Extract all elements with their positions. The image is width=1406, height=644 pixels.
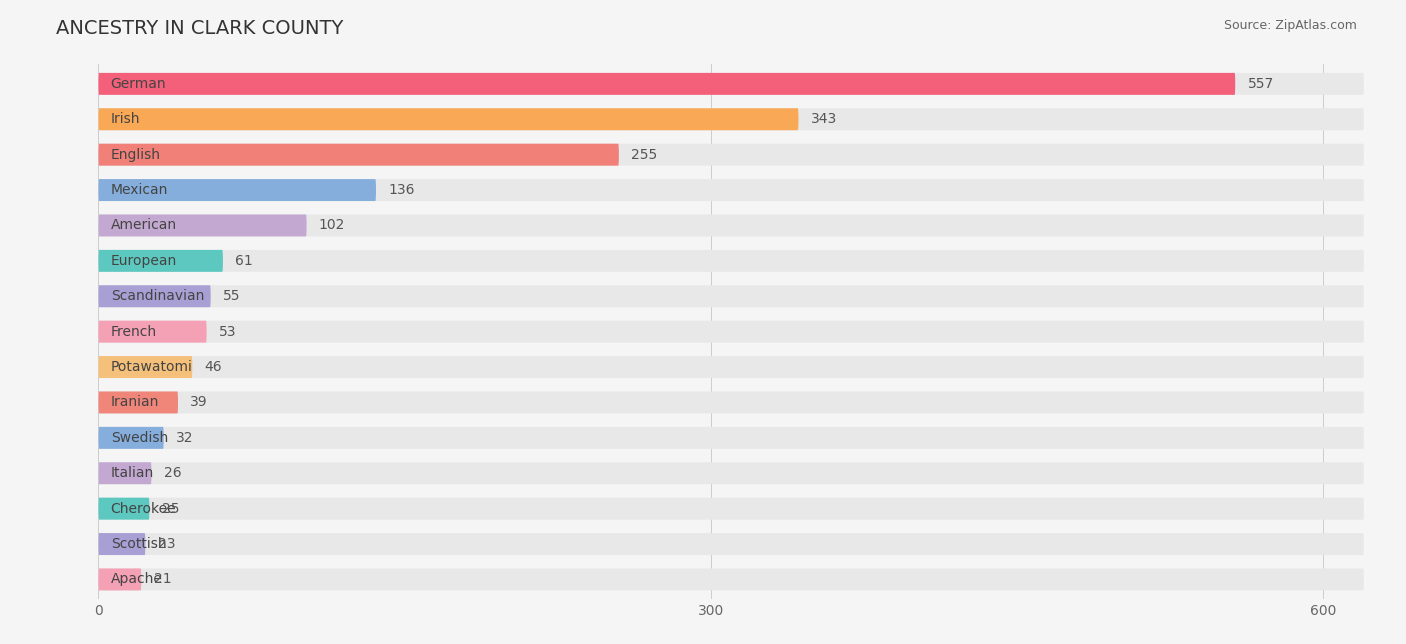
Text: 21: 21: [153, 573, 172, 587]
FancyBboxPatch shape: [98, 498, 1364, 520]
Text: 23: 23: [157, 537, 176, 551]
FancyBboxPatch shape: [98, 73, 1236, 95]
FancyBboxPatch shape: [98, 533, 145, 555]
Text: 343: 343: [811, 112, 837, 126]
FancyBboxPatch shape: [98, 427, 163, 449]
Text: French: French: [111, 325, 157, 339]
Text: Cherokee: Cherokee: [111, 502, 176, 516]
Text: Scottish: Scottish: [111, 537, 166, 551]
Text: Swedish: Swedish: [111, 431, 167, 445]
Text: 55: 55: [224, 289, 240, 303]
FancyBboxPatch shape: [98, 569, 141, 591]
Text: 26: 26: [163, 466, 181, 480]
FancyBboxPatch shape: [98, 250, 224, 272]
Text: 39: 39: [190, 395, 208, 410]
Text: Scandinavian: Scandinavian: [111, 289, 204, 303]
FancyBboxPatch shape: [98, 462, 152, 484]
Text: 53: 53: [219, 325, 236, 339]
FancyBboxPatch shape: [98, 356, 193, 378]
FancyBboxPatch shape: [98, 179, 375, 201]
Text: Apache: Apache: [111, 573, 163, 587]
FancyBboxPatch shape: [98, 462, 1364, 484]
FancyBboxPatch shape: [98, 427, 1364, 449]
Text: 25: 25: [162, 502, 179, 516]
FancyBboxPatch shape: [98, 214, 1364, 236]
Text: English: English: [111, 147, 160, 162]
FancyBboxPatch shape: [98, 108, 1364, 130]
FancyBboxPatch shape: [98, 392, 179, 413]
Text: ANCESTRY IN CLARK COUNTY: ANCESTRY IN CLARK COUNTY: [56, 19, 343, 39]
FancyBboxPatch shape: [98, 321, 207, 343]
FancyBboxPatch shape: [98, 285, 1364, 307]
FancyBboxPatch shape: [98, 179, 1364, 201]
Text: 61: 61: [235, 254, 253, 268]
FancyBboxPatch shape: [98, 321, 1364, 343]
FancyBboxPatch shape: [98, 285, 211, 307]
Text: Potawatomi: Potawatomi: [111, 360, 193, 374]
Text: 46: 46: [204, 360, 222, 374]
Text: Source: ZipAtlas.com: Source: ZipAtlas.com: [1223, 19, 1357, 32]
Text: 136: 136: [388, 183, 415, 197]
FancyBboxPatch shape: [98, 498, 149, 520]
FancyBboxPatch shape: [98, 250, 1364, 272]
FancyBboxPatch shape: [98, 144, 619, 166]
Text: German: German: [111, 77, 166, 91]
FancyBboxPatch shape: [98, 73, 1364, 95]
Text: Mexican: Mexican: [111, 183, 169, 197]
Text: Iranian: Iranian: [111, 395, 159, 410]
FancyBboxPatch shape: [98, 144, 1364, 166]
Text: 255: 255: [631, 147, 658, 162]
Text: American: American: [111, 218, 177, 232]
Text: 32: 32: [176, 431, 194, 445]
FancyBboxPatch shape: [98, 569, 1364, 591]
FancyBboxPatch shape: [98, 108, 799, 130]
FancyBboxPatch shape: [98, 214, 307, 236]
FancyBboxPatch shape: [98, 392, 1364, 413]
Text: Italian: Italian: [111, 466, 153, 480]
Text: Irish: Irish: [111, 112, 141, 126]
FancyBboxPatch shape: [98, 533, 1364, 555]
Text: European: European: [111, 254, 177, 268]
FancyBboxPatch shape: [98, 356, 1364, 378]
Text: 557: 557: [1247, 77, 1274, 91]
Text: 102: 102: [319, 218, 346, 232]
